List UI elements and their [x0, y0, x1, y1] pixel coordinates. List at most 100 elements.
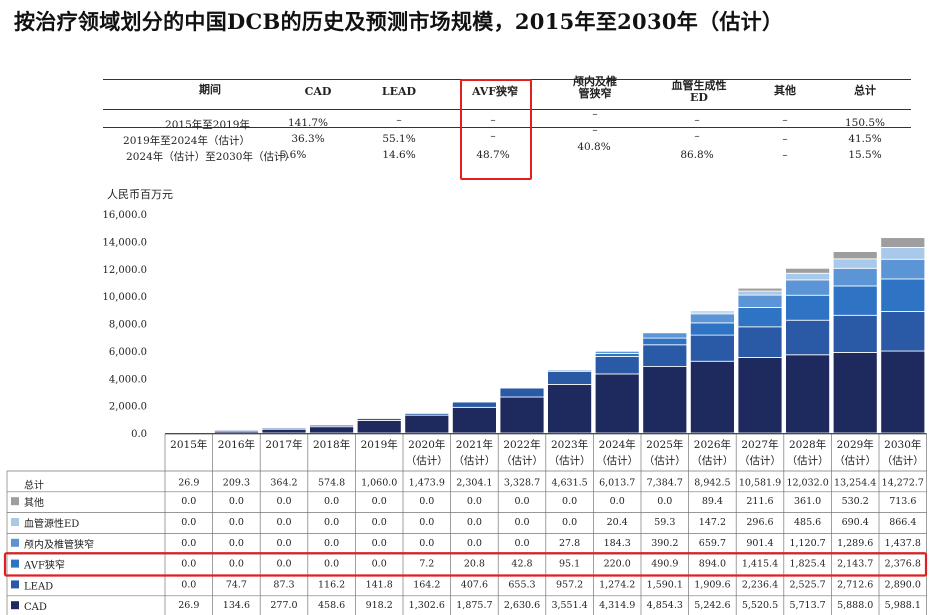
data-label: 59.3 [654, 517, 675, 528]
bar-lead-10 [642, 344, 688, 367]
data-label: 5,888.0 [837, 600, 873, 611]
data-label: 0.0 [276, 559, 291, 570]
data-label: 26.9 [178, 600, 199, 611]
bar-avf-6 [451, 401, 497, 403]
bar-avf-11 [690, 322, 735, 336]
data-label: 211.6 [746, 496, 773, 507]
data-label: 901.4 [746, 538, 773, 549]
bar-intracranial-10 [642, 332, 688, 339]
x-tick-sublabel: （估计） [453, 454, 495, 467]
cell: – [396, 114, 402, 126]
data-label: 2,143.7 [837, 559, 873, 570]
data-label: 0.0 [181, 517, 196, 528]
data-label: 1,909.6 [694, 579, 730, 590]
header-lead: LEAD [381, 85, 417, 98]
data-label: 0.0 [372, 517, 387, 528]
row-period-3: 2024年（估计）至2030年（估计） [126, 151, 295, 163]
data-label: 87.3 [273, 579, 294, 590]
data-label: 2,630.6 [504, 600, 540, 611]
legend-swatch-lead [11, 580, 19, 589]
cell: 150.5% [844, 117, 886, 129]
bar-intracranial-13 [785, 279, 830, 296]
x-tick-label: 2027年 [741, 438, 778, 451]
data-label: 141.8 [366, 579, 393, 590]
x-tick-label: 2026年 [694, 438, 731, 451]
bar-cad-10 [642, 366, 688, 434]
data-label: 0.0 [467, 496, 482, 507]
data-label: 407.6 [461, 579, 488, 590]
bar-intracranial-11 [690, 313, 735, 324]
x-tick-sublabel: （估计） [644, 454, 686, 467]
data-label: 0.0 [514, 538, 529, 549]
total-value: 209.3 [223, 477, 250, 488]
total-value: 364.2 [270, 477, 297, 488]
data-label: 134.6 [223, 600, 250, 611]
bar-cad-12 [737, 357, 783, 434]
data-label: 0.0 [467, 538, 482, 549]
data-label: 485.6 [794, 517, 821, 528]
header-period: 期间 [199, 83, 221, 96]
data-label: 0.0 [181, 579, 196, 590]
data-label: 89.4 [702, 496, 723, 507]
bar-lead-14 [832, 314, 878, 353]
total-value: 1,060.0 [361, 477, 397, 488]
cell: 86.8% [680, 149, 714, 161]
x-tick-label: 2019年 [361, 438, 398, 451]
data-label: 74.7 [226, 579, 247, 590]
data-label: 0.0 [229, 496, 244, 507]
data-label: 0.0 [324, 496, 339, 507]
bar-avf-5 [404, 412, 450, 414]
data-label: 95.1 [559, 559, 580, 570]
x-tick-sublabel: （估计） [834, 454, 876, 467]
data-label: 5,520.5 [742, 600, 778, 611]
bar-other-14 [832, 251, 878, 260]
data-label: 0.0 [181, 559, 196, 570]
y-tick-label: 16,000.0 [102, 210, 147, 221]
data-label: 0.0 [324, 559, 339, 570]
data-label: 0.0 [514, 496, 529, 507]
data-label: 164.2 [413, 579, 440, 590]
data-label: 116.2 [318, 579, 345, 590]
y-axis-label: 人民币百万元 [107, 188, 173, 201]
header-other: 其他 [774, 84, 796, 97]
x-tick-sublabel: （估计） [406, 454, 448, 467]
data-label: 0.0 [610, 496, 625, 507]
y-tick-label: 0.0 [131, 429, 147, 440]
data-label: 5,242.6 [694, 600, 730, 611]
bar-ed-9 [594, 350, 640, 352]
data-label: 0.0 [276, 538, 291, 549]
data-label: 1,302.6 [409, 600, 445, 611]
data-label: 0.0 [372, 538, 387, 549]
cell: – [694, 114, 700, 126]
data-label: 1,590.1 [647, 579, 683, 590]
cell: – [782, 149, 788, 161]
bar-intracranial-8 [547, 369, 592, 371]
bar-lead-9 [594, 356, 640, 375]
total-value: 574.8 [318, 477, 345, 488]
bar-lead-3 [309, 424, 355, 428]
cell: – [694, 130, 700, 142]
data-label: 1,825.4 [789, 559, 825, 570]
bar-other-12 [737, 287, 783, 292]
bar-lead-8 [547, 370, 592, 385]
bar-ed-14 [832, 258, 878, 269]
data-label: 0.0 [657, 496, 672, 507]
legend-swatch-other [11, 497, 19, 506]
legend-label: CAD [24, 602, 47, 613]
data-label: 3,551.4 [551, 600, 587, 611]
bar-intracranial-14 [832, 267, 878, 287]
bar-lead-7 [499, 387, 545, 398]
total-value: 8,942.5 [694, 477, 730, 488]
data-label: 184.3 [604, 538, 631, 549]
bar-ed-15 [880, 247, 926, 260]
table-bottom-rule [103, 127, 911, 128]
data-label: 1,289.6 [837, 538, 873, 549]
x-tick-sublabel: （估计） [549, 454, 591, 467]
y-tick-label: 8,000.0 [109, 320, 147, 331]
bar-ed-10 [642, 331, 688, 334]
total-value: 13,254.4 [834, 477, 876, 488]
x-tick-label: 2016年 [218, 438, 255, 451]
bar-cad-9 [594, 373, 640, 434]
data-label: 0.0 [419, 517, 434, 528]
data-label: 0.0 [324, 538, 339, 549]
